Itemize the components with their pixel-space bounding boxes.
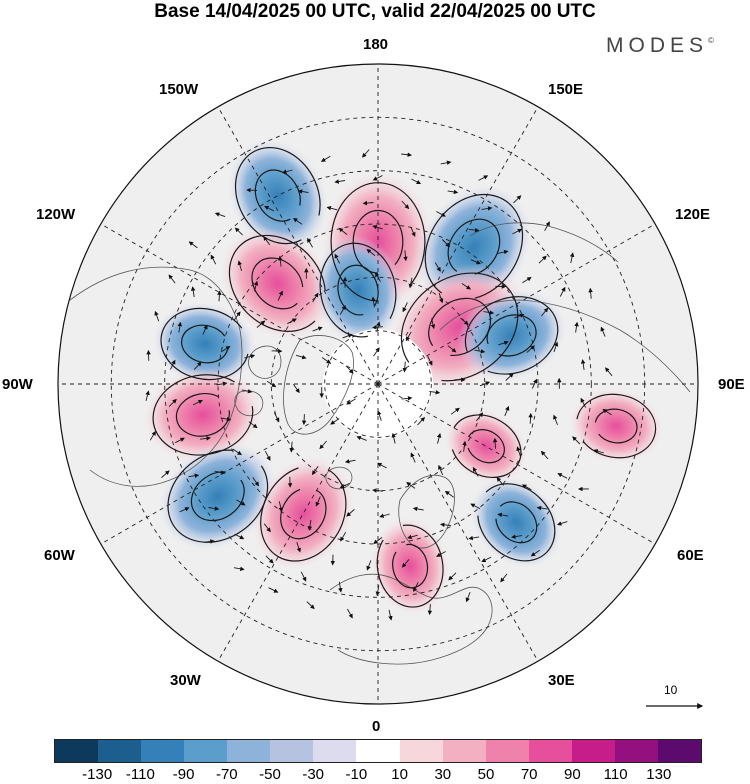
reference-vector-arrow — [646, 680, 706, 716]
meridian-label-90w: 90W — [2, 376, 33, 394]
colorbar-bin-4 — [227, 740, 270, 762]
meridian-label-0: 0 — [372, 718, 380, 736]
meridian-label-120e: 120E — [675, 206, 710, 224]
colorbar-ticks: -130 -110 -90 -70 -50 -30 -10 10 30 50 70 90 110 130 — [0, 766, 750, 784]
wind-arrow-75 — [219, 291, 220, 301]
colorbar-tick-label: 30 — [434, 766, 451, 783]
meridian-label-60w: 60W — [44, 547, 75, 565]
colorbar-tick-label: -10 — [346, 766, 368, 783]
colorbar-bin-5 — [270, 740, 313, 762]
meridian-label-150w: 150W — [159, 81, 198, 99]
meridian-label-150e: 150E — [548, 81, 583, 99]
wind-arrow-121 — [530, 414, 531, 424]
colorbar-tick-label: 90 — [564, 766, 581, 783]
colorbar-tick-label: -90 — [173, 766, 195, 783]
colorbar-tick-label: 70 — [521, 766, 538, 783]
colorbar-bin-10 — [486, 740, 529, 762]
colorbar-tick-label: -110 — [126, 766, 155, 783]
colorbar-tick-label: -70 — [216, 766, 238, 783]
meridian-label-30e: 30E — [548, 672, 575, 690]
wind-arrow-145 — [495, 439, 496, 449]
colorbar-bin-14 — [658, 740, 701, 762]
colorbar-bin-1 — [98, 740, 141, 762]
colorbar-tick-label: -50 — [259, 766, 281, 783]
colorbar-bin-12 — [572, 740, 615, 762]
colorbar-bin-11 — [529, 740, 572, 762]
meridian-label-60e: 60E — [677, 547, 704, 565]
colorbar-tick-label: 110 — [604, 766, 628, 783]
colorbar-bin-6 — [313, 740, 356, 762]
colorbar-bin-8 — [400, 740, 443, 762]
colorbar-bin-0 — [55, 740, 98, 762]
colorbar-bin-9 — [443, 740, 486, 762]
colorbar-bin-7 — [356, 740, 399, 762]
colorbar-tick-label: -30 — [302, 766, 324, 783]
colorbar-tick-label: 130 — [646, 766, 671, 783]
meridian-label-120w: 120W — [36, 206, 75, 224]
meridian-label-30w: 30W — [170, 672, 201, 690]
colorbar — [54, 739, 702, 763]
colorbar-bin-3 — [184, 740, 227, 762]
colorbar-bin-13 — [615, 740, 658, 762]
colorbar-tick-label: -130 — [82, 766, 112, 783]
colorbar-tick-label: 50 — [478, 766, 495, 783]
colorbar-bin-2 — [141, 740, 184, 762]
meridian-label-90e: 90E — [718, 376, 745, 394]
wind-arrow-178 — [304, 414, 305, 424]
meridian-label-180: 180 — [363, 36, 388, 54]
colorbar-tick-label: 10 — [391, 766, 408, 783]
polar-stereographic-map — [0, 0, 750, 735]
